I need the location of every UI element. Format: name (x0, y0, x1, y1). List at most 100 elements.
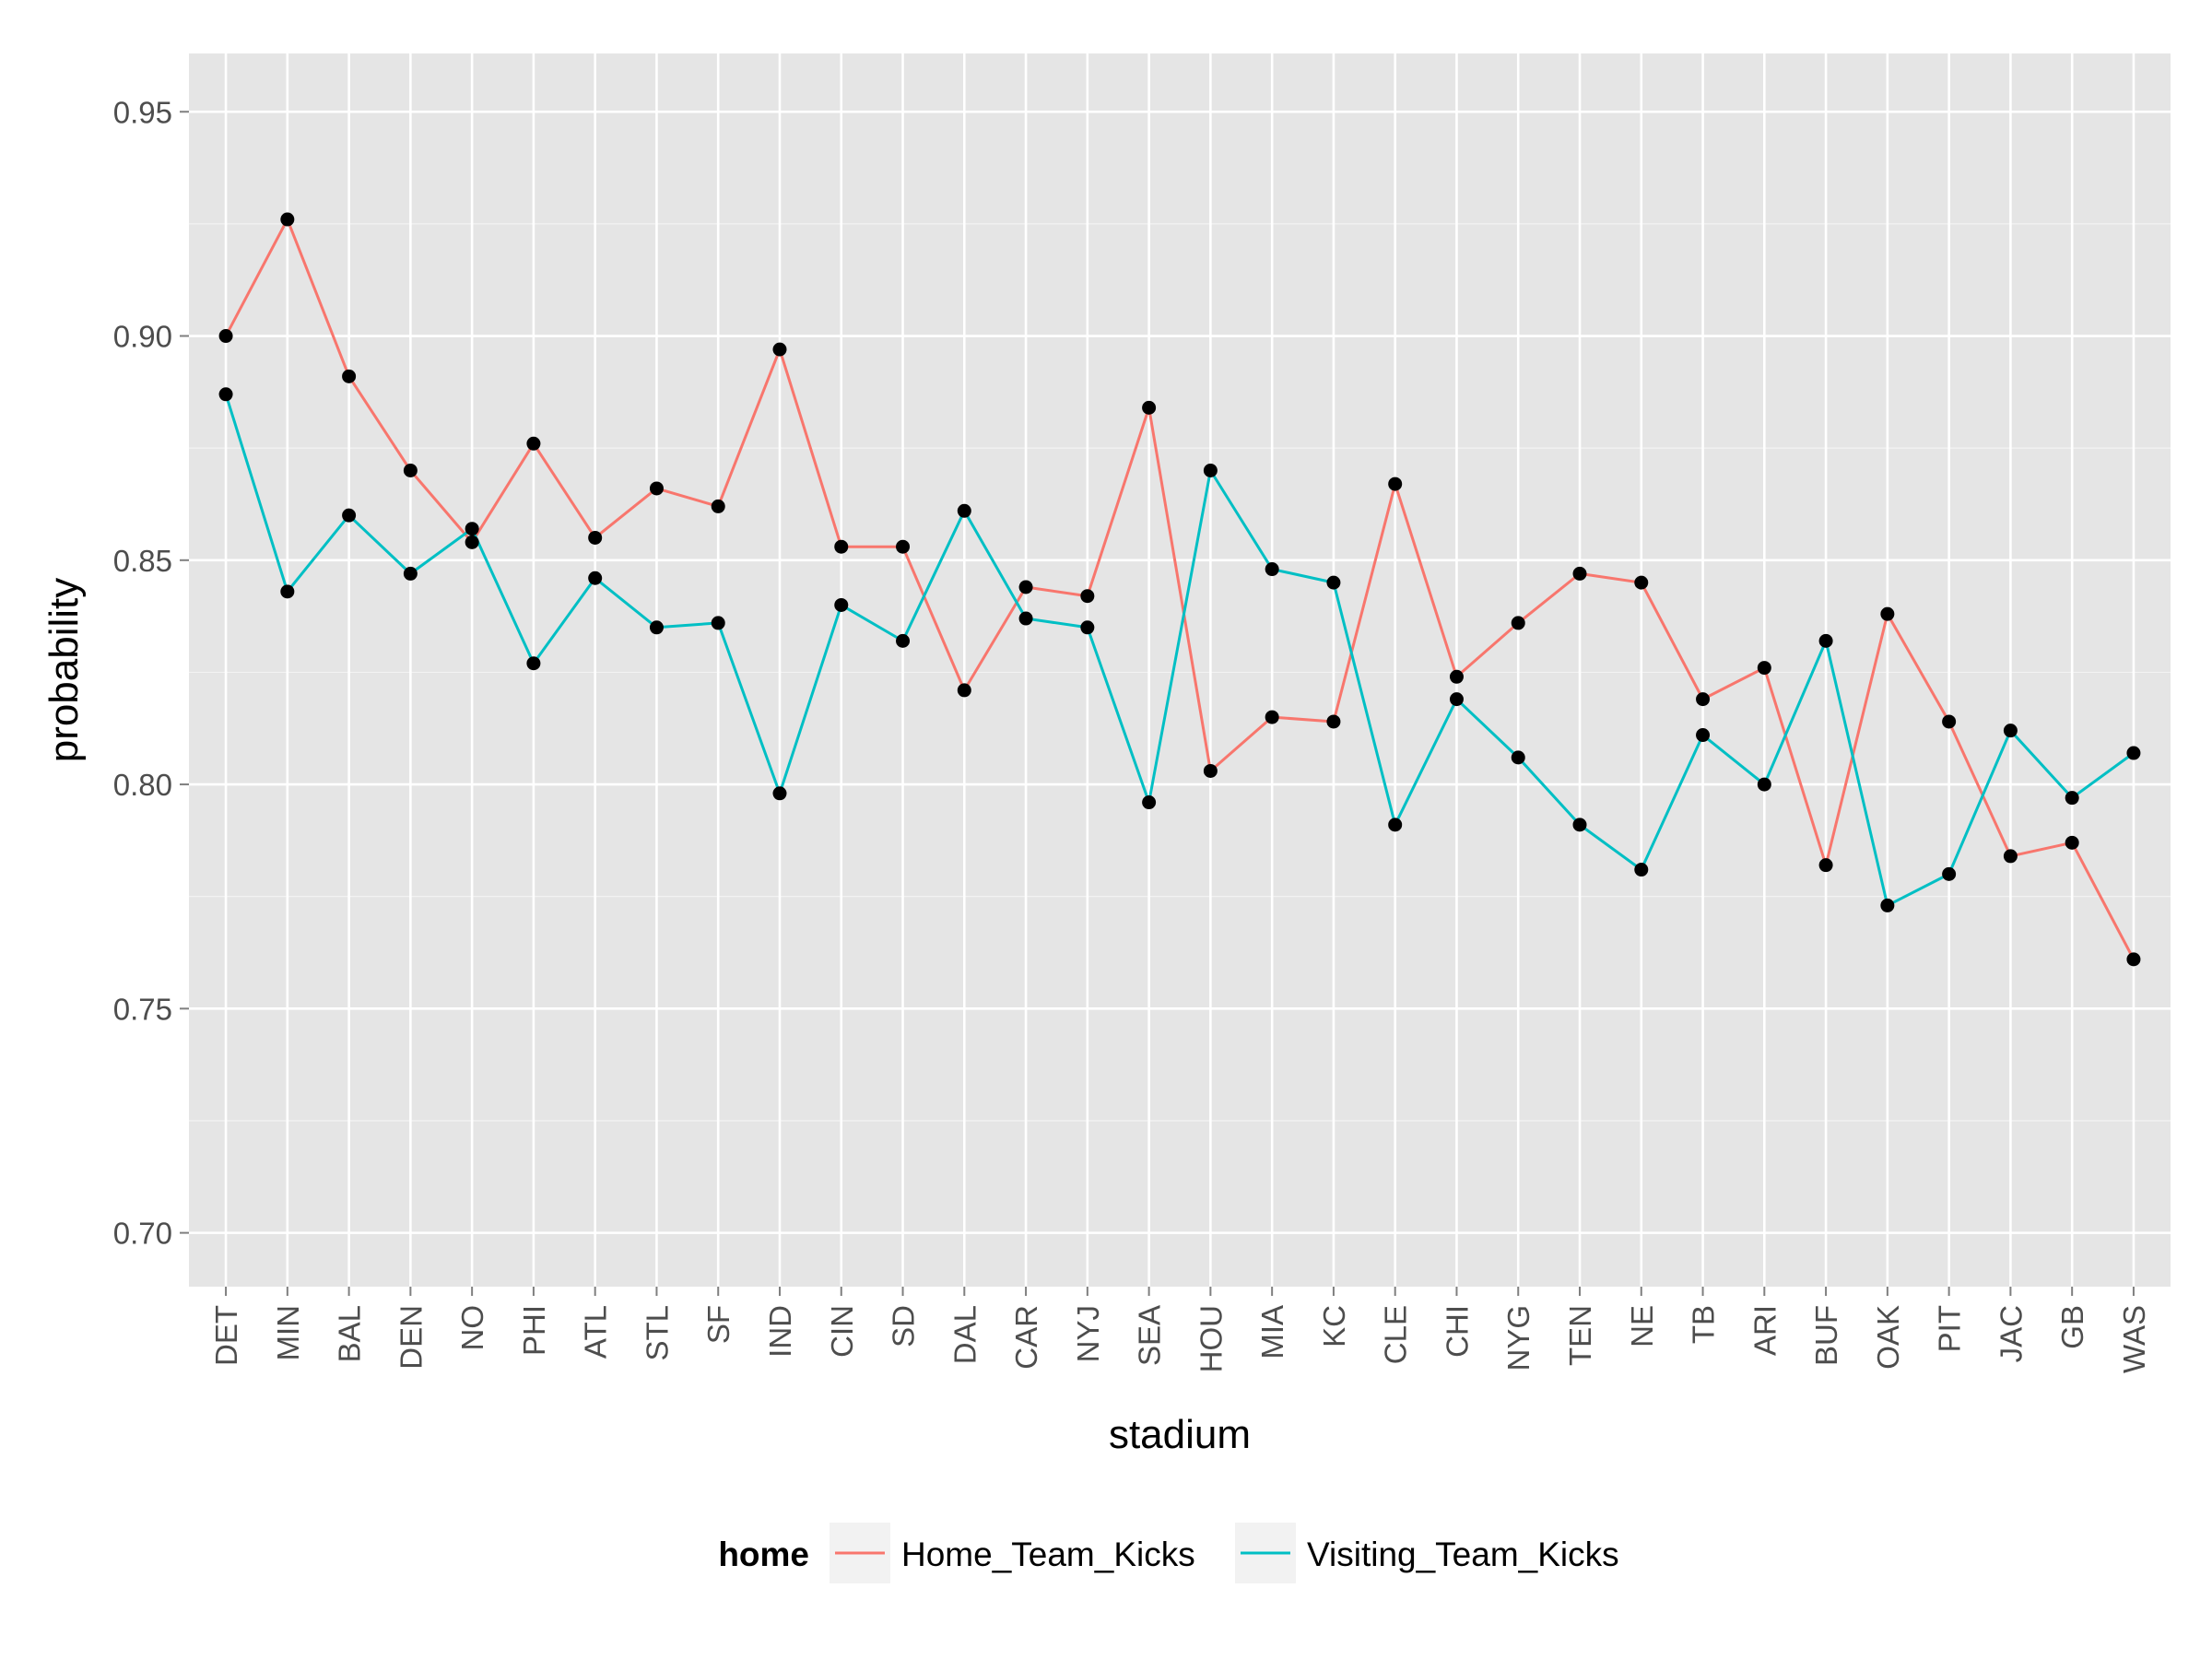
x-tick-label: CAR (1009, 1305, 1043, 1370)
data-point (1449, 692, 1464, 707)
data-point (1265, 562, 1279, 577)
data-point (342, 508, 357, 523)
y-tick-label: 0.90 (113, 320, 172, 354)
x-tick-label: WAS (2117, 1305, 2151, 1373)
data-point (1326, 714, 1341, 729)
x-tick-label: NYJ (1071, 1305, 1105, 1362)
y-axis-title: probability (41, 578, 87, 763)
x-tick-label: HOU (1194, 1305, 1228, 1372)
data-point (649, 481, 664, 496)
x-tick-label: CHI (1440, 1305, 1474, 1358)
data-point (2003, 724, 2018, 738)
x-tick-label: TEN (1563, 1305, 1597, 1366)
x-tick-label: SF (701, 1305, 735, 1344)
y-tick-label: 0.80 (113, 768, 172, 802)
data-point (2126, 746, 2141, 760)
legend: home Home_Team_Kicks Visiting_Team_Kicks (718, 1523, 1619, 1583)
x-tick-label: DAL (947, 1305, 982, 1364)
data-point (588, 530, 603, 545)
y-tick-label: 0.75 (113, 992, 172, 1026)
data-point (1572, 566, 1587, 581)
data-point (465, 522, 479, 536)
data-point (1142, 795, 1157, 810)
data-point (1080, 620, 1095, 635)
data-point (1572, 818, 1587, 832)
x-axis: DET MIN BAL DEN NO PHI ATL STL SF IND CIN SD DAL CAR N… (209, 1287, 2151, 1373)
x-tick-label: BUF (1809, 1305, 1843, 1366)
data-point (2065, 791, 2079, 806)
data-point (403, 566, 418, 581)
data-point (772, 786, 787, 801)
data-point (1696, 728, 1711, 743)
data-point (1388, 818, 1403, 832)
x-tick-label: STL (640, 1305, 674, 1361)
data-point (1942, 866, 1957, 881)
data-point (1080, 589, 1095, 604)
x-tick-label: DET (209, 1305, 243, 1366)
x-tick-label: GB (2055, 1305, 2089, 1349)
data-point (218, 387, 233, 402)
data-point (526, 656, 541, 671)
data-point (1203, 463, 1218, 477)
data-point (834, 539, 849, 554)
data-point (1880, 606, 1895, 621)
data-point (896, 633, 911, 648)
legend-label-visiting: Visiting_Team_Kicks (1307, 1535, 1619, 1573)
data-point (1018, 611, 1033, 626)
x-tick-label: MIA (1255, 1305, 1289, 1359)
x-tick-label: TB (1687, 1305, 1721, 1344)
data-point (711, 616, 725, 630)
data-point (1388, 477, 1403, 491)
data-point (1018, 580, 1033, 594)
x-tick-label: NE (1625, 1305, 1659, 1347)
data-point (218, 329, 233, 344)
legend-title: home (718, 1535, 809, 1573)
data-point (1511, 750, 1525, 765)
series-line (224, 394, 2135, 907)
data-point (1634, 575, 1649, 590)
data-point (1818, 633, 1833, 648)
data-point (280, 584, 295, 599)
data-point (1942, 714, 1957, 729)
x-tick-label: PIT (1933, 1305, 1967, 1352)
x-tick-label: ATL (579, 1305, 613, 1359)
data-point (1696, 692, 1711, 707)
data-point (2126, 952, 2141, 967)
y-tick-label: 0.85 (113, 544, 172, 578)
data-point (280, 212, 295, 227)
data-point (772, 342, 787, 357)
data-point (1757, 777, 1771, 792)
data-point (526, 436, 541, 451)
x-tick-label: JAC (1994, 1305, 2028, 1362)
data-point (957, 503, 971, 518)
data-point (1203, 763, 1218, 778)
plot-panel (189, 53, 2171, 1287)
data-point (957, 683, 971, 698)
x-tick-label: BAL (333, 1305, 367, 1362)
major-gridlines (189, 53, 2171, 1287)
x-tick-label: PHI (517, 1305, 551, 1356)
data-point (1818, 858, 1833, 873)
data-point (1326, 575, 1341, 590)
y-axis: 0.70 0.75 0.80 0.85 0.90 0.95 (113, 95, 189, 1251)
y-tick-label: 0.95 (113, 95, 172, 129)
x-tick-label: OAK (1871, 1305, 1905, 1370)
x-axis-title: stadium (1109, 1412, 1251, 1457)
y-tick-label: 0.70 (113, 1217, 172, 1251)
data-point (588, 571, 603, 585)
data-point (1880, 898, 1895, 912)
x-tick-label: CIN (825, 1305, 859, 1358)
minor-gridlines (189, 223, 2171, 1122)
series-line (224, 218, 2136, 960)
x-tick-label: NO (455, 1305, 489, 1351)
data-point (2003, 849, 2018, 864)
x-tick-label: ARI (1747, 1305, 1782, 1356)
data-point (711, 499, 725, 513)
data-point (1265, 710, 1279, 724)
x-tick-label: SEA (1133, 1305, 1167, 1366)
x-tick-label: MIN (271, 1305, 305, 1361)
x-tick-label: KC (1317, 1305, 1351, 1347)
data-point (465, 535, 479, 549)
x-tick-label: IND (763, 1305, 797, 1358)
legend-label-home: Home_Team_Kicks (901, 1535, 1195, 1573)
